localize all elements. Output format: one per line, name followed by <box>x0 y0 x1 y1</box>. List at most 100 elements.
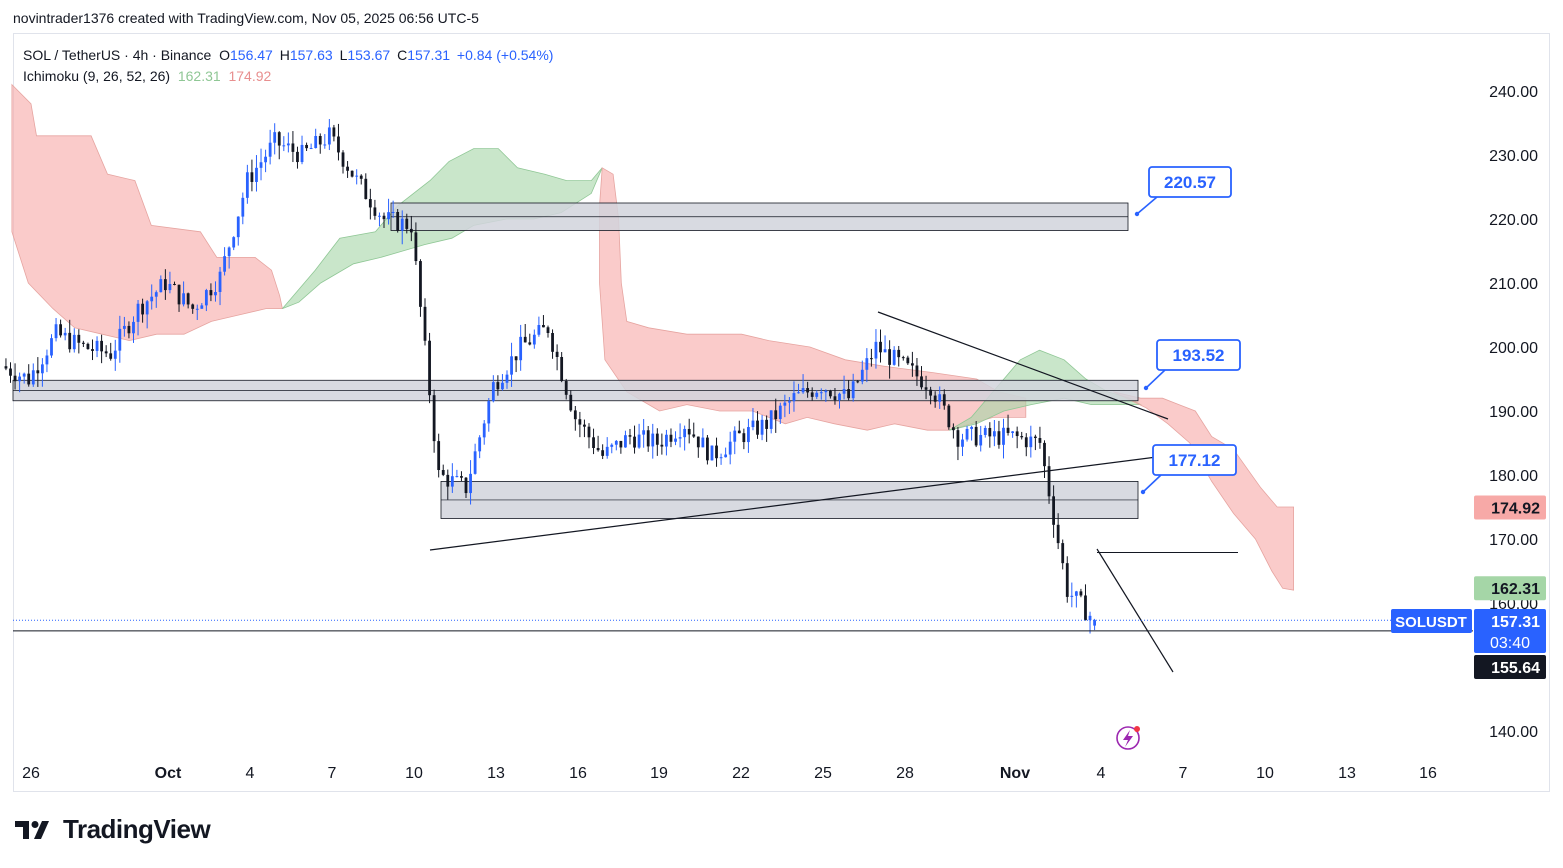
candle-down[interactable] <box>856 381 860 383</box>
candle-down[interactable] <box>173 283 176 285</box>
candle-down[interactable] <box>956 430 960 447</box>
candle-up[interactable] <box>510 356 513 375</box>
chart-pane[interactable] <box>13 33 1550 792</box>
candle-up[interactable] <box>783 402 787 406</box>
candle-up[interactable] <box>182 293 185 305</box>
candle-up[interactable] <box>327 127 331 145</box>
candle-up[interactable] <box>733 430 737 442</box>
candle-down[interactable] <box>888 349 892 365</box>
candle-up[interactable] <box>824 390 828 393</box>
candle-down[interactable] <box>423 306 427 341</box>
candle-down[interactable] <box>405 218 409 229</box>
candle-up[interactable] <box>678 437 682 439</box>
candle-up[interactable] <box>469 473 472 494</box>
candle-down[interactable] <box>756 420 759 435</box>
candle-down[interactable] <box>997 431 1001 445</box>
symbol-title[interactable]: SOL / TetherUS · 4h · Binance <box>23 47 212 63</box>
candle-up[interactable] <box>50 338 53 356</box>
candle-down[interactable] <box>847 389 851 399</box>
price-axis[interactable]: 240.00 230.00 220.00 210.00 200.00 190.00 180.… <box>1391 84 1546 741</box>
candle-up[interactable] <box>241 197 245 217</box>
candle-up[interactable] <box>255 167 258 182</box>
candle-down[interactable] <box>1020 436 1024 438</box>
candle-down[interactable] <box>341 152 345 167</box>
candle-up[interactable] <box>300 144 304 163</box>
candle-up[interactable] <box>865 358 869 370</box>
candle-up[interactable] <box>40 364 44 374</box>
candle-up[interactable] <box>259 162 263 168</box>
candle-down[interactable] <box>318 135 322 145</box>
candle-up[interactable] <box>983 427 987 435</box>
candle-up[interactable] <box>637 434 641 448</box>
candle-up[interactable] <box>218 271 222 293</box>
candle-down[interactable] <box>564 381 568 395</box>
candle-down[interactable] <box>633 436 636 448</box>
candle-up[interactable] <box>605 446 609 456</box>
candle-up[interactable] <box>519 336 523 361</box>
candle-up[interactable] <box>792 393 796 402</box>
candle-up[interactable] <box>236 216 240 238</box>
candle-up[interactable] <box>31 370 35 385</box>
candle-down[interactable] <box>277 132 281 146</box>
candle-up[interactable] <box>118 328 122 351</box>
candle-down[interactable] <box>209 290 213 296</box>
candle-up[interactable] <box>232 237 236 248</box>
candle-down[interactable] <box>396 211 400 231</box>
candle-up[interactable] <box>747 427 750 443</box>
candle-up[interactable] <box>487 401 491 424</box>
span-a-badge[interactable]: 162.31 <box>1474 576 1546 601</box>
candle-up[interactable] <box>938 394 942 402</box>
candle-up[interactable] <box>54 324 58 339</box>
candle-up[interactable] <box>22 373 26 377</box>
candle-up[interactable] <box>1011 431 1015 433</box>
candle-up[interactable] <box>728 441 732 455</box>
candle-down[interactable] <box>910 363 914 366</box>
candle-up[interactable] <box>1029 436 1033 448</box>
candle-down[interactable] <box>346 166 349 171</box>
candle-down[interactable] <box>337 136 340 153</box>
crosshair-price-badge[interactable]: 155.64 <box>1474 655 1546 679</box>
candle-up[interactable] <box>1074 591 1078 596</box>
candle-down[interactable] <box>100 340 104 352</box>
candle-up[interactable] <box>710 445 714 461</box>
candle-down[interactable] <box>1024 437 1028 448</box>
candle-up[interactable] <box>204 290 208 306</box>
candle-down[interactable] <box>646 430 650 447</box>
candle-down[interactable] <box>879 341 882 353</box>
candle-down[interactable] <box>163 279 167 291</box>
candle-up[interactable] <box>168 283 172 291</box>
candle-down[interactable] <box>59 324 63 336</box>
candle-up[interactable] <box>400 218 404 231</box>
candle-down[interactable] <box>514 356 518 361</box>
candle-up[interactable] <box>801 388 805 393</box>
candle-up[interactable] <box>473 451 477 474</box>
candle-down[interactable] <box>432 395 436 442</box>
candle-down[interactable] <box>77 334 81 343</box>
candle-up[interactable] <box>537 325 541 335</box>
candle-down[interactable] <box>765 419 769 429</box>
candle-down[interactable] <box>915 365 919 377</box>
candle-up[interactable] <box>72 334 76 350</box>
candle-down[interactable] <box>546 327 550 334</box>
candle-up[interactable] <box>719 457 723 459</box>
candle-up[interactable] <box>838 393 841 401</box>
candle-down[interactable] <box>578 419 582 425</box>
candle-down[interactable] <box>810 392 814 397</box>
candle-up[interactable] <box>683 428 687 438</box>
candle-up[interactable] <box>651 433 655 447</box>
candle-up[interactable] <box>63 332 67 336</box>
candle-down[interactable] <box>569 394 573 411</box>
candle-down[interactable] <box>619 440 623 448</box>
candle-up[interactable] <box>1088 615 1092 621</box>
candle-up[interactable] <box>892 349 896 365</box>
candle-down[interactable] <box>523 336 527 343</box>
candle-down[interactable] <box>4 366 8 369</box>
candle-up[interactable] <box>874 341 878 359</box>
candle-up[interactable] <box>1070 595 1074 597</box>
candle-down[interactable] <box>1065 563 1069 597</box>
candle-down[interactable] <box>250 172 254 182</box>
candle-up[interactable] <box>642 430 646 435</box>
candle-down[interactable] <box>1084 595 1087 621</box>
candle-up[interactable] <box>501 382 504 390</box>
candle-down[interactable] <box>897 349 901 358</box>
